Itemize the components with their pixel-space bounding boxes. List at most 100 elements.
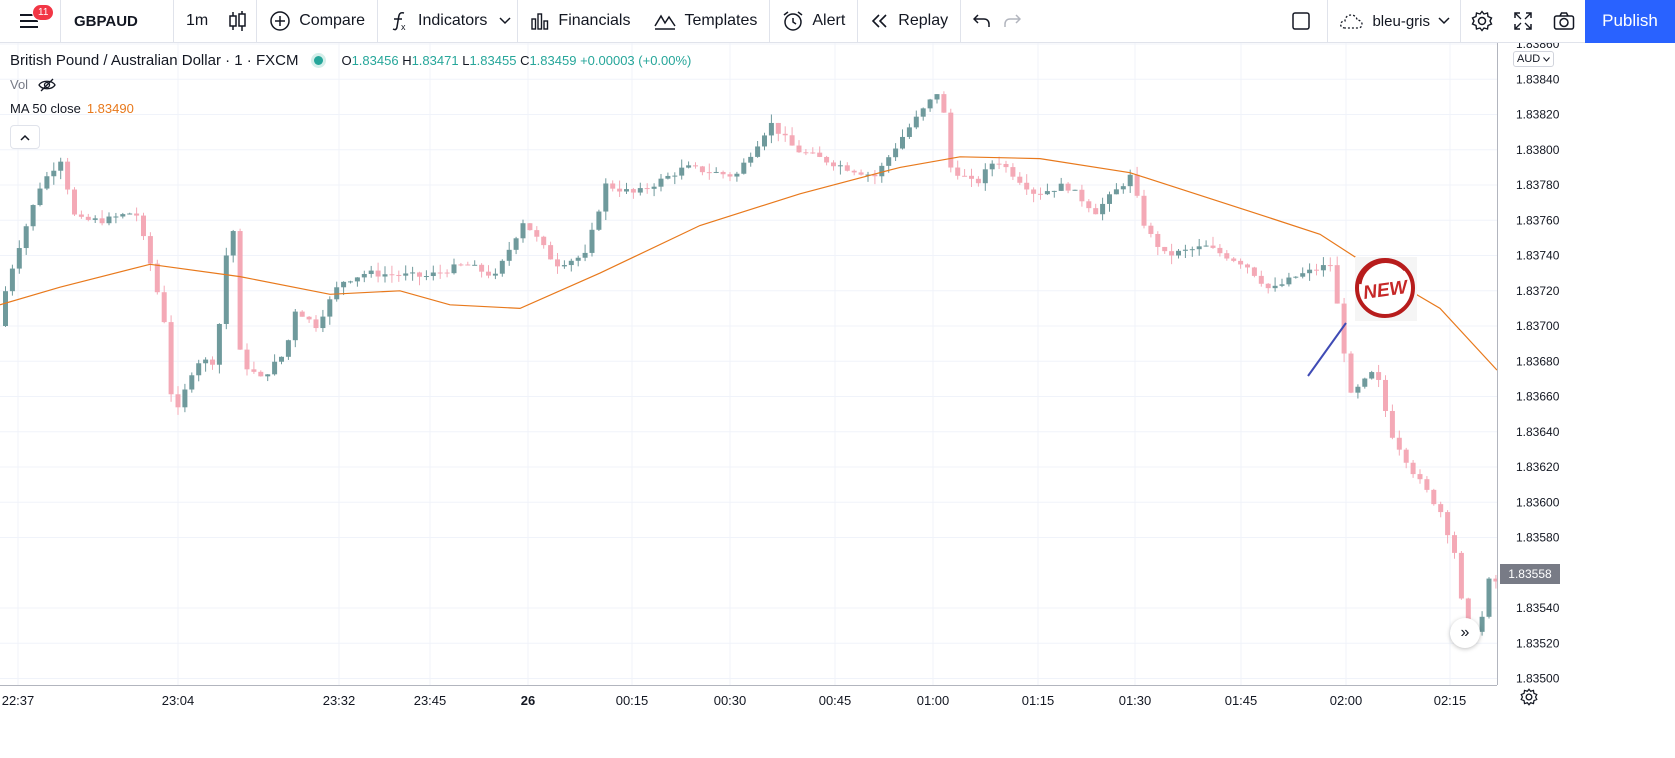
- candle-up: [762, 135, 767, 147]
- screenshot-button[interactable]: [1543, 0, 1585, 43]
- candle-up: [665, 175, 671, 179]
- undo-button[interactable]: [961, 0, 997, 43]
- currency-unit-button[interactable]: AUD: [1513, 51, 1555, 67]
- templates-label: Templates: [684, 12, 758, 29]
- candle-up: [292, 311, 298, 341]
- double-chevron-right-icon: »: [1460, 624, 1470, 641]
- time-tick-label: 26: [521, 693, 535, 708]
- change-value: +0.00003 (+0.00%): [580, 53, 692, 68]
- ma-legend[interactable]: MA 50 close 1.83490: [10, 101, 134, 116]
- volume-legend[interactable]: Vol: [10, 77, 56, 92]
- time-tick-label: 02:15: [1434, 693, 1467, 708]
- candle-down: [1003, 163, 1009, 168]
- candle-down: [168, 322, 174, 395]
- candle-down: [817, 152, 823, 157]
- layout-name-button[interactable]: bleu-gris: [1328, 0, 1460, 43]
- candle-down: [458, 264, 464, 266]
- trend-line-drawing: [1307, 322, 1347, 377]
- redo-button[interactable]: [997, 0, 1033, 43]
- candle-down: [1493, 578, 1497, 582]
- candle-up: [37, 188, 43, 206]
- price-chart[interactable]: NEW: [0, 43, 1497, 685]
- gear-icon: [1471, 10, 1493, 32]
- fullscreen-button[interactable]: [1503, 0, 1543, 43]
- ma-value: 1.83490: [86, 101, 134, 116]
- indicators-button[interactable]: x Indicators: [378, 0, 499, 43]
- candle-down: [389, 274, 395, 276]
- candle-up: [989, 163, 995, 170]
- candle-down: [824, 156, 830, 163]
- time-tick-label: 01:00: [917, 693, 950, 708]
- candle-down: [996, 163, 1002, 165]
- candle-down: [1334, 265, 1340, 304]
- replay-button[interactable]: Replay: [858, 0, 960, 43]
- candle-up: [368, 270, 374, 275]
- candle-down: [955, 167, 961, 176]
- layout-select-button[interactable]: [1275, 0, 1327, 43]
- candle-down: [969, 175, 974, 179]
- candle-down: [175, 394, 181, 408]
- candle-up: [451, 264, 457, 274]
- price-axis[interactable]: 1.83860 1.83840 1.83820 1.83800 1.83780 1.837…: [1497, 37, 1568, 686]
- candle-up: [279, 356, 284, 362]
- candle-down: [396, 274, 402, 276]
- time-axis[interactable]: 22:37 23:04 23:32 23:45 26 00:15 00:30 00:45 01:…: [0, 685, 1497, 716]
- candle-up: [1272, 285, 1278, 289]
- rewind-icon: [870, 13, 890, 29]
- symbol-search-button[interactable]: GBPAUD: [74, 12, 138, 30]
- candle-down: [465, 264, 471, 266]
- candle-down: [72, 189, 77, 215]
- candle-down: [299, 311, 305, 317]
- ohlc-values: O1.83456 H1.83471 L1.83455 C1.83459 +0.0…: [341, 53, 692, 68]
- candle-down: [1086, 201, 1092, 209]
- candle-down: [1065, 183, 1071, 191]
- collapse-legend-button[interactable]: [10, 125, 40, 149]
- price-tick-label: 1.83500: [1516, 672, 1560, 686]
- scroll-to-realtime-button[interactable]: »: [1450, 618, 1480, 648]
- price-axis-labels: 1.83860 1.83840 1.83820 1.83800 1.83780 1.837…: [1516, 37, 1560, 686]
- price-tick-label: 1.83540: [1516, 601, 1560, 615]
- candle-up: [182, 389, 188, 408]
- candle-down: [727, 174, 733, 177]
- candle-down: [630, 189, 636, 193]
- candle-down: [1169, 251, 1175, 256]
- templates-button[interactable]: Templates: [642, 0, 769, 43]
- settings-button[interactable]: [1461, 0, 1503, 43]
- chart-settings-corner[interactable]: [1520, 688, 1538, 711]
- indicators-dropdown[interactable]: [499, 0, 517, 43]
- candle-down: [796, 145, 802, 153]
- financials-button[interactable]: Financials: [518, 0, 642, 43]
- candle-down: [1258, 275, 1264, 284]
- candle-up: [113, 216, 119, 218]
- chart-legend: British Pound / Australian Dollar · 1 · …: [10, 52, 691, 69]
- candle-down: [706, 172, 712, 174]
- candle-down: [699, 166, 705, 173]
- candle-down: [789, 135, 795, 146]
- alert-button[interactable]: Alert: [770, 0, 857, 43]
- eye-hidden-icon[interactable]: [38, 78, 56, 92]
- main-menu-button[interactable]: 11: [0, 0, 60, 43]
- candle-down: [555, 259, 560, 267]
- instrument-title[interactable]: British Pound / Australian Dollar · 1 · …: [10, 52, 299, 69]
- publish-button[interactable]: Publish: [1585, 0, 1675, 43]
- price-tick-label: 1.83580: [1516, 531, 1560, 545]
- candle-up: [1362, 378, 1368, 387]
- market-status-dot[interactable]: [314, 56, 324, 65]
- price-tick-label: 1.83780: [1516, 178, 1560, 192]
- candle-up: [23, 226, 29, 249]
- candle-up: [1176, 250, 1181, 256]
- compare-button[interactable]: Compare: [257, 0, 377, 43]
- svg-text:x: x: [401, 22, 406, 32]
- candle-down: [1038, 193, 1043, 195]
- high-value: 1.83471: [411, 53, 459, 68]
- candle-down: [1403, 449, 1409, 463]
- chart-type-button[interactable]: [220, 0, 256, 43]
- price-tick-label: 1.83620: [1516, 460, 1560, 474]
- low-value: 1.83455: [469, 53, 517, 68]
- candle-up: [837, 165, 843, 167]
- candle-up: [327, 299, 333, 317]
- price-tick-label: 1.83600: [1516, 495, 1560, 509]
- interval-button[interactable]: 1m: [186, 12, 209, 29]
- open-value: 1.83456: [351, 53, 399, 68]
- candle-up: [1051, 190, 1057, 192]
